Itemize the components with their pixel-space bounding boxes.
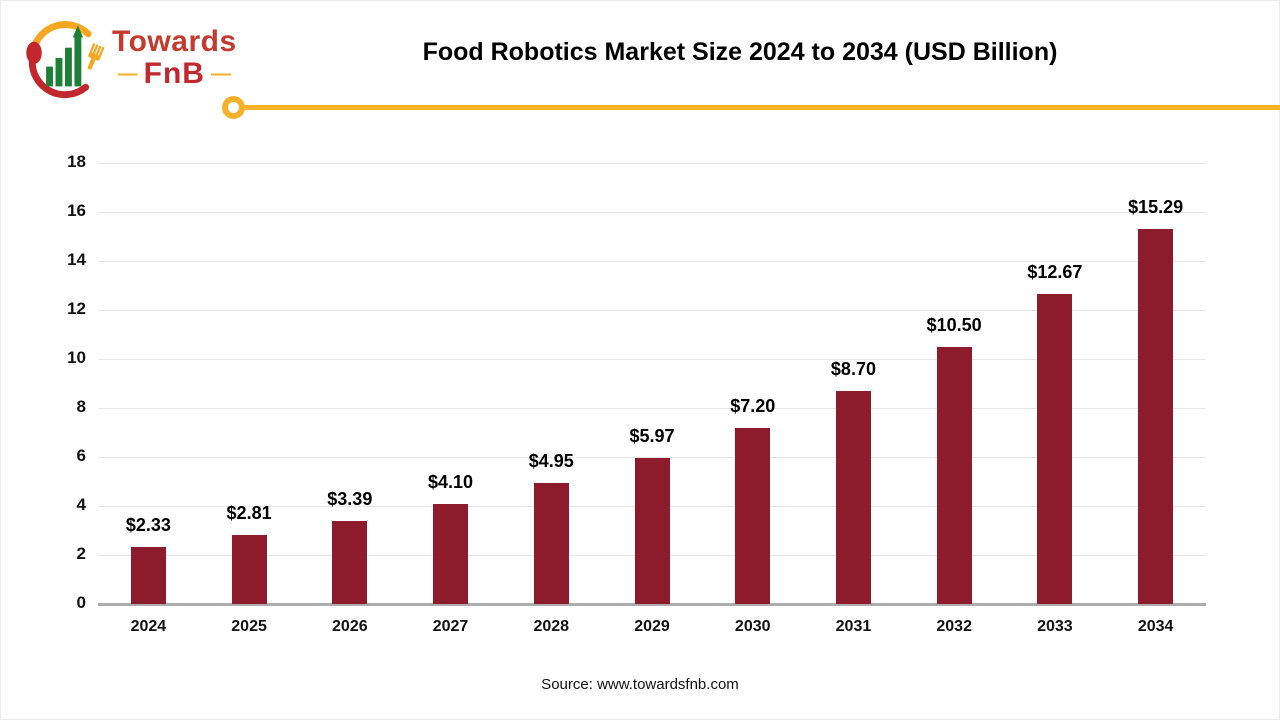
x-axis-tick-label: 2030 [734, 618, 771, 635]
chart-title: Food Robotics Market Size 2024 to 2034 (… [422, 38, 1058, 66]
gridline [98, 359, 1206, 360]
bar [533, 482, 569, 604]
bar-value-label: $5.97 [629, 425, 675, 446]
x-axis-tick-label: 2034 [1137, 618, 1174, 635]
bar-value-label: $2.81 [226, 503, 272, 524]
bar-value-label: $15.29 [1128, 197, 1184, 218]
gridline [98, 163, 1206, 164]
x-axis-tick-label: 2026 [332, 618, 368, 635]
gridline [98, 212, 1206, 213]
y-axis-tick-label: 6 [76, 446, 86, 465]
y-axis-tick-label: 4 [76, 495, 86, 514]
divider-line [244, 105, 1280, 110]
x-axis-tick-label: 2033 [1037, 618, 1073, 635]
x-axis-tick-label: 2024 [130, 618, 167, 635]
bar [433, 503, 469, 604]
y-axis-tick-label: 14 [67, 250, 86, 269]
bar-value-label: $7.20 [730, 395, 776, 416]
bar-value-label: $10.50 [926, 314, 982, 335]
bar [835, 390, 871, 604]
bar-value-label: $4.95 [528, 450, 574, 471]
towardsfnb-logo: Towards — FnB — [22, 12, 236, 104]
bar [231, 535, 267, 604]
y-axis-tick-label: 0 [76, 593, 86, 612]
bar-value-label: $3.39 [327, 488, 373, 509]
brand-name-top: Towards [112, 25, 237, 58]
bar-value-label: $2.33 [125, 514, 171, 535]
bar [1138, 229, 1174, 604]
x-axis-tick-label: 2025 [231, 618, 267, 635]
bar-value-label: $4.10 [428, 471, 474, 492]
bar [1037, 293, 1073, 604]
bar [130, 546, 166, 604]
x-axis-tick-label: 2028 [533, 618, 570, 635]
divider-ring-icon [222, 96, 245, 119]
y-axis-tick-label: 12 [67, 299, 86, 318]
gridline [98, 408, 1206, 409]
y-axis-tick-label: 18 [67, 152, 86, 171]
gridline [98, 457, 1206, 458]
brand-dash-left: — [117, 63, 138, 85]
bar [332, 520, 368, 604]
x-axis-tick-label: 2032 [936, 618, 972, 635]
logo-text: Towards — FnB — [112, 27, 237, 89]
gridline [98, 261, 1206, 262]
y-axis-tick-label: 16 [67, 201, 86, 220]
x-axis-tick-label: 2027 [432, 618, 469, 635]
x-axis-tick-label: 2031 [835, 618, 872, 635]
brand-name-bottom: FnB [143, 57, 205, 90]
towardsfnb-logo-icon [26, 21, 105, 99]
bar [735, 427, 771, 604]
gridline [98, 310, 1206, 311]
brand-dash-right: — [210, 63, 231, 85]
bar [634, 457, 670, 604]
bar [936, 346, 972, 604]
bar-value-label: $8.70 [830, 358, 876, 379]
bar-value-label: $12.67 [1027, 261, 1083, 282]
x-axis-tick-label: 2029 [634, 618, 670, 635]
y-axis-tick-label: 8 [76, 397, 86, 416]
y-axis-tick-label: 2 [76, 544, 86, 563]
x-axis-line [98, 603, 1206, 606]
y-axis-tick-label: 10 [67, 348, 86, 367]
source-text: Source: www.towardsfnb.com [541, 676, 739, 693]
